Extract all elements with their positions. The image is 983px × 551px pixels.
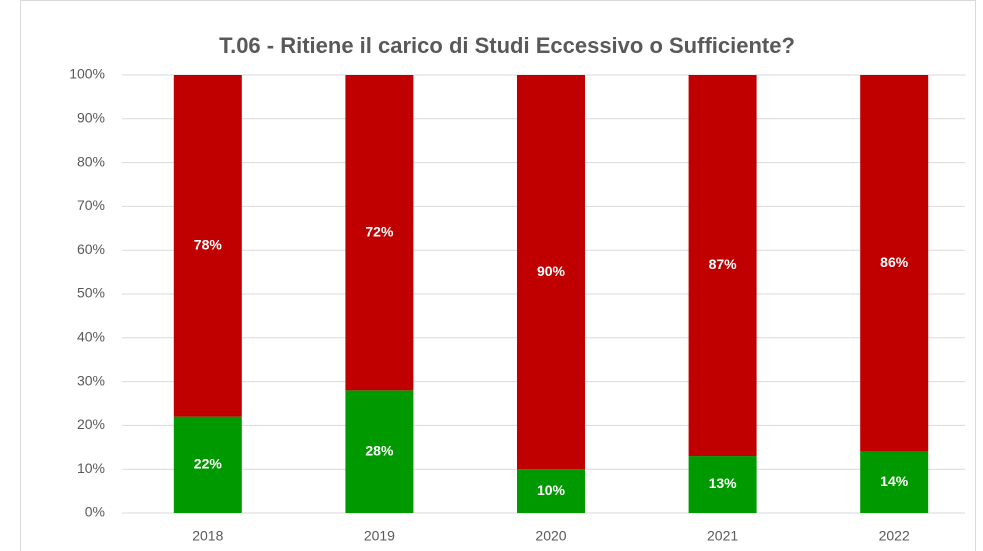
bar-segment <box>345 75 414 391</box>
y-tick-label: 100% <box>69 66 105 82</box>
data-label: 13% <box>709 475 738 491</box>
bar-segment <box>517 75 585 470</box>
x-tick-label: 2022 <box>879 528 910 544</box>
bar-segment <box>860 75 929 452</box>
data-label: 10% <box>537 482 566 498</box>
x-tick-label: 2020 <box>535 528 566 544</box>
data-label: 14% <box>880 473 909 489</box>
x-tick-label: 2021 <box>707 528 738 544</box>
y-tick-label: 30% <box>77 372 105 388</box>
y-tick-label: 0% <box>85 504 105 520</box>
data-label: 86% <box>880 254 909 270</box>
data-label: 22% <box>194 456 223 472</box>
data-label: 28% <box>365 442 394 458</box>
bar-segment <box>173 75 242 417</box>
bar-segment <box>688 456 757 513</box>
bar-segment <box>173 416 242 513</box>
bar-segment <box>517 469 585 513</box>
y-tick-label: 20% <box>77 416 105 432</box>
data-label: 87% <box>709 256 738 272</box>
x-tick-label: 2018 <box>192 528 223 544</box>
y-tick-label: 40% <box>77 329 105 345</box>
y-tick-label: 90% <box>77 110 105 126</box>
y-tick-label: 50% <box>77 285 105 301</box>
y-tick-label: 60% <box>77 241 105 257</box>
y-tick-label: 70% <box>77 197 105 213</box>
bar-segment <box>688 75 757 457</box>
data-label: 72% <box>365 223 394 239</box>
bar-segment <box>860 451 929 513</box>
data-label: 90% <box>537 263 566 279</box>
y-tick-label: 80% <box>77 153 105 169</box>
chart-title: T.06 - Ritiene il carico di Studi Eccess… <box>219 33 795 58</box>
x-tick-label: 2019 <box>364 528 395 544</box>
bar-segment <box>345 390 414 513</box>
y-tick-label: 10% <box>77 460 105 476</box>
data-label: 78% <box>194 237 223 253</box>
chart-border <box>20 0 976 551</box>
